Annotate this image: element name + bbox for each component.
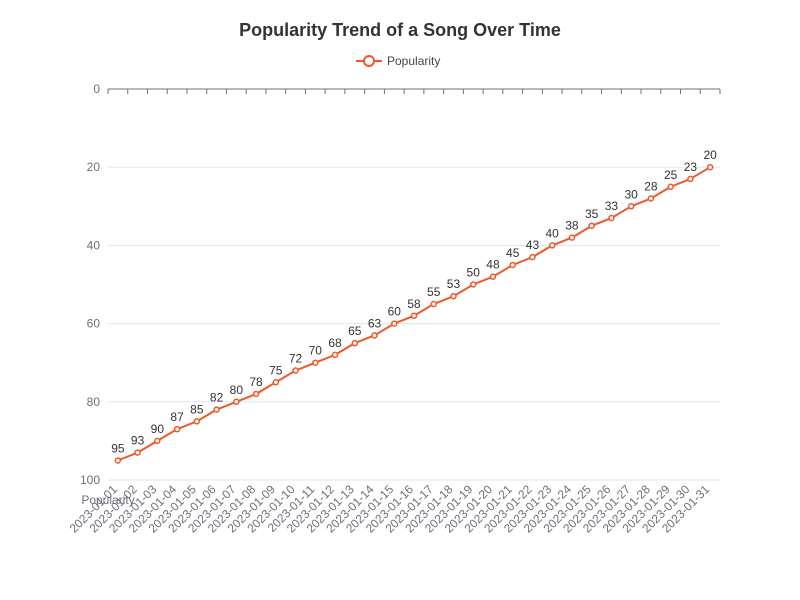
data-label: 35 [585,207,599,221]
data-point [548,242,556,249]
y-tick-label: 80 [87,395,101,409]
y-tick-label: 40 [87,238,101,252]
data-point [312,359,319,366]
data-label: 40 [546,226,560,240]
data-point [588,222,595,230]
data-point [489,273,497,280]
data-label: 45 [506,246,520,260]
data-label: 63 [368,316,382,330]
data-point [410,312,418,320]
data-point [351,339,359,347]
data-label: 70 [309,344,323,358]
data-label: 23 [684,160,698,174]
data-point [450,292,457,300]
data-label: 93 [131,434,145,448]
data-label: 85 [190,402,204,416]
data-point [647,195,655,202]
data-point [233,398,240,406]
data-label: 30 [624,187,638,201]
data-label: 60 [388,305,402,319]
data-point [687,175,694,183]
data-label: 68 [328,336,342,350]
data-label: 90 [151,422,165,436]
data-point [252,390,260,398]
data-label: 28 [644,179,658,193]
data-point [331,351,339,359]
data-label: 78 [249,375,263,389]
data-point [706,163,714,171]
data-label: 58 [407,297,421,311]
data-point [173,425,181,433]
data-point [430,300,437,308]
data-point [134,449,141,456]
data-label: 95 [111,441,125,455]
y-axis-label: Popularity [81,493,134,507]
y-tick-label: 60 [87,317,101,331]
data-label: 53 [447,277,461,291]
data-label: 33 [605,199,619,213]
data-point [391,320,398,327]
y-tick-label: 0 [93,82,100,96]
y-tick-label: 20 [87,160,101,174]
data-label: 72 [289,352,303,366]
data-point [469,281,477,288]
data-label: 87 [170,410,184,424]
data-point [154,437,161,445]
legend[interactable]: Popularity [356,52,440,70]
data-point [114,457,122,464]
data-point [529,253,536,261]
data-label: 75 [269,363,283,377]
data-point [667,183,674,190]
data-point [292,367,299,374]
chart-title: Popularity Trend of a Song Over Time [239,20,561,40]
data-label: 55 [427,285,441,299]
data-point [371,332,378,339]
data-label: 50 [467,266,481,280]
data-label: 82 [210,391,224,405]
data-label: 25 [664,168,678,182]
legend-marker-icon [356,52,382,70]
data-label: 38 [565,219,579,233]
data-point [213,406,220,413]
y-tick-label: 100 [80,473,100,487]
data-label: 48 [486,258,500,272]
data-point [193,418,201,425]
data-label: 20 [703,148,717,162]
data-point [608,214,615,222]
data-label: 65 [348,324,362,338]
legend-label: Popularity [387,54,441,68]
data-label: 43 [526,238,540,252]
data-point [568,234,576,241]
data-point [627,203,635,210]
data-label: 80 [230,383,244,397]
data-point [509,261,516,269]
data-point [272,379,280,386]
